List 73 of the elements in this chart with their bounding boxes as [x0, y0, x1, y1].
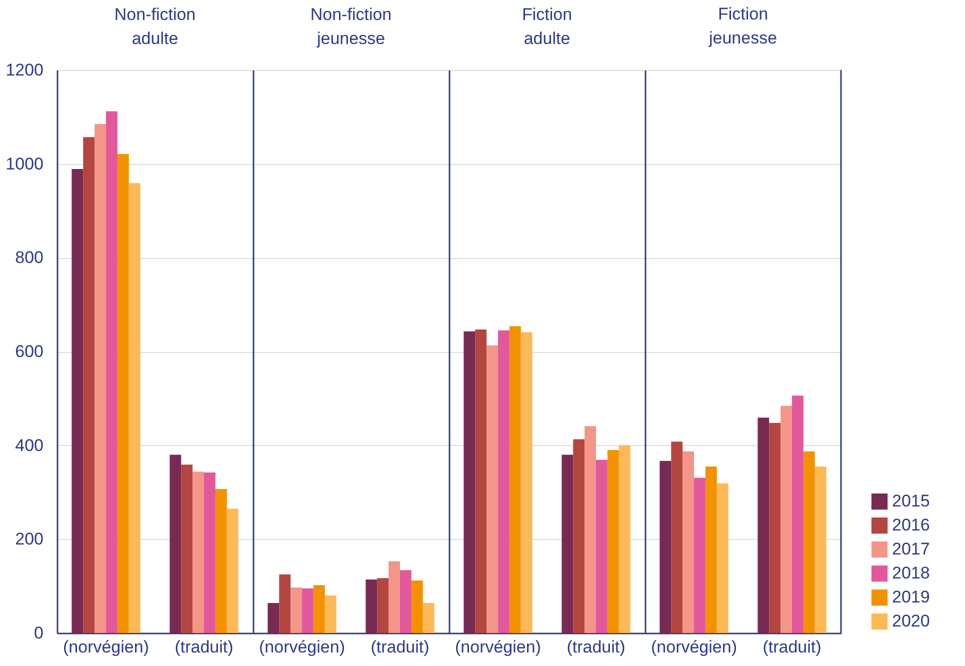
bar [758, 418, 770, 633]
bar [377, 578, 389, 633]
bar [279, 574, 291, 633]
bar [780, 406, 792, 633]
bar [117, 154, 129, 633]
bar [682, 451, 694, 633]
y-tick-label: 0 [34, 624, 44, 642]
bar [313, 585, 325, 633]
bar [660, 460, 672, 633]
bar [716, 483, 728, 633]
bar [814, 466, 826, 633]
bar [290, 587, 302, 633]
x-tick-label: (traduit) [370, 638, 430, 656]
bar [72, 168, 84, 633]
bar [388, 561, 400, 633]
bar [705, 466, 717, 633]
bar [106, 111, 118, 633]
bar [226, 508, 238, 633]
bar [366, 580, 378, 633]
bar [694, 478, 706, 633]
x-tick-label: (traduit) [762, 638, 822, 656]
bar [792, 396, 804, 633]
legend-label: 2015 [892, 492, 930, 510]
bar [486, 345, 498, 633]
x-tick-label: (traduit) [174, 638, 234, 656]
bar [128, 183, 140, 633]
bar [170, 454, 182, 633]
bar [268, 602, 280, 633]
y-tick-label: 1200 [6, 60, 44, 80]
bar [94, 124, 106, 633]
bar [509, 326, 521, 633]
bar [192, 472, 204, 633]
bar [803, 451, 815, 633]
legend-label: 2018 [892, 564, 930, 582]
bar [302, 588, 314, 633]
bar [204, 472, 216, 633]
legend-label: 2020 [892, 612, 930, 630]
y-tick-label: 1000 [6, 154, 44, 174]
y-tick-label: 800 [15, 248, 44, 268]
chart-title: Fiction jeunesse [708, 4, 778, 48]
bar [475, 329, 487, 633]
bar [464, 331, 476, 633]
chart-title: Non-fiction adulte [114, 5, 196, 48]
bar [422, 602, 434, 633]
bar [498, 330, 510, 633]
y-tick-label: 200 [15, 530, 44, 549]
bar [83, 137, 95, 633]
bar [573, 439, 585, 633]
chart-title: Non-fiction jeunesse [310, 5, 392, 48]
bar [769, 422, 781, 633]
x-tick-label: (norvégien) [63, 638, 149, 656]
y-tick-label: 600 [15, 342, 44, 361]
bar [671, 442, 683, 633]
bar [584, 426, 596, 633]
bar [411, 580, 423, 633]
legend-label: 2019 [892, 588, 930, 606]
legend-label: 2016 [892, 516, 930, 534]
x-tick-label: (norvégien) [259, 638, 345, 656]
bar [562, 454, 574, 633]
x-tick-label: (norvégien) [651, 638, 737, 656]
x-tick-label: (traduit) [566, 638, 626, 656]
y-tick-label: 400 [15, 436, 44, 455]
bar [324, 595, 336, 633]
x-tick-label: (norvégien) [455, 638, 541, 656]
bar [215, 488, 227, 633]
bar [618, 445, 630, 633]
bar [400, 570, 412, 633]
bar [607, 450, 619, 633]
chart-title: Fiction adulte [522, 5, 572, 48]
bar [596, 460, 608, 633]
legend-label: 2017 [892, 540, 930, 558]
bar [520, 332, 532, 633]
bar [181, 464, 193, 633]
